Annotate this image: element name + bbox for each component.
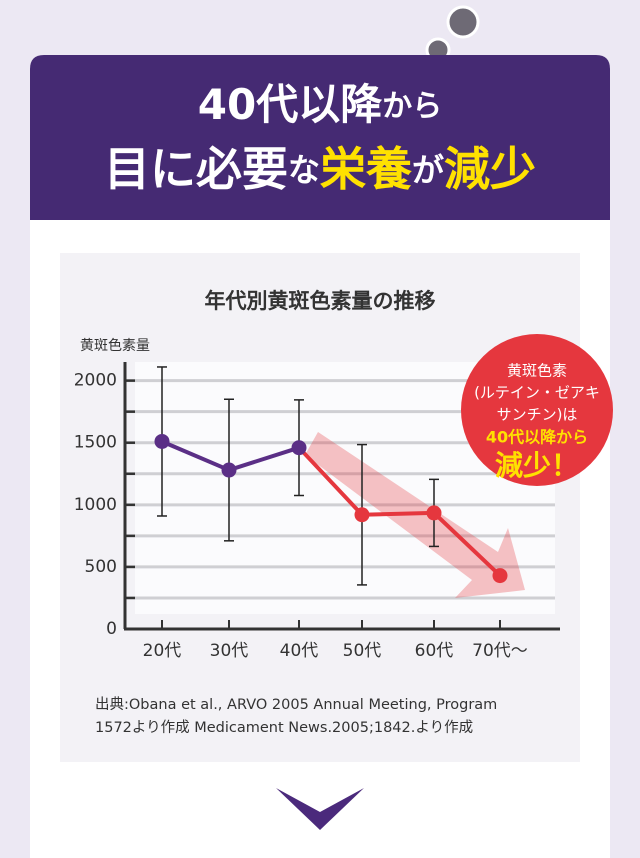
x-tick-label: 20代 — [143, 641, 182, 661]
callout — [461, 334, 613, 486]
callout-highlight: 40代以降から — [486, 428, 588, 447]
data-point — [154, 433, 170, 449]
line-segment — [297, 446, 364, 517]
header-text: な — [288, 151, 320, 189]
marks — [154, 366, 508, 629]
header-line2: 目に必要な栄養が減少 — [104, 142, 536, 196]
header-line1: 40代以降から — [198, 80, 442, 129]
source-note: 1572より作成 Medicament News.2005;1842.より作成 — [95, 719, 473, 736]
y-tick-label: 500 — [85, 557, 117, 577]
callout-text: サンチン)は — [497, 406, 578, 424]
y-axis-label: 黄斑色素量 — [80, 337, 150, 354]
y-tick-label: 1000 — [74, 495, 117, 515]
x-tick-label: 70代〜 — [472, 641, 528, 661]
line-segment — [228, 445, 300, 472]
header-text: が — [412, 151, 444, 189]
header-text: から — [382, 89, 442, 124]
data-point — [492, 568, 508, 584]
line-segment — [361, 510, 435, 517]
grid — [125, 379, 555, 631]
data-point — [291, 440, 307, 456]
callout-highlight: 減少！ — [495, 449, 579, 482]
source-note: 出典:Obana et al., ARVO 2005 Annual Meetin… — [95, 696, 497, 713]
header-text: 目に必要 — [104, 142, 288, 196]
x-tick-label: 40代 — [280, 641, 319, 661]
down-chevron — [276, 788, 364, 830]
chart-title: 年代別黄斑色素量の推移 — [205, 289, 436, 313]
data-point — [221, 462, 237, 478]
x-tick-label: 30代 — [210, 641, 249, 661]
header-highlight: 減少 — [444, 142, 536, 196]
y-tick-label: 1500 — [74, 433, 117, 453]
y-tick-label: 2000 — [74, 371, 117, 391]
bubble — [446, 5, 480, 39]
callout-text: 黄斑色素 — [507, 362, 567, 380]
data-point — [426, 505, 442, 521]
x-tick-label: 50代 — [343, 641, 382, 661]
header-band — [30, 55, 610, 220]
x-tick-label: 60代 — [415, 641, 454, 661]
header-highlight: 栄養 — [320, 142, 412, 196]
header-text: 40代以降 — [198, 80, 382, 129]
y-tick-label: 0 — [106, 619, 117, 639]
line-segment — [161, 439, 230, 472]
callout-text: (ルテイン・ゼアキ — [474, 384, 600, 402]
data-point — [354, 507, 370, 523]
line-segment — [432, 511, 502, 578]
